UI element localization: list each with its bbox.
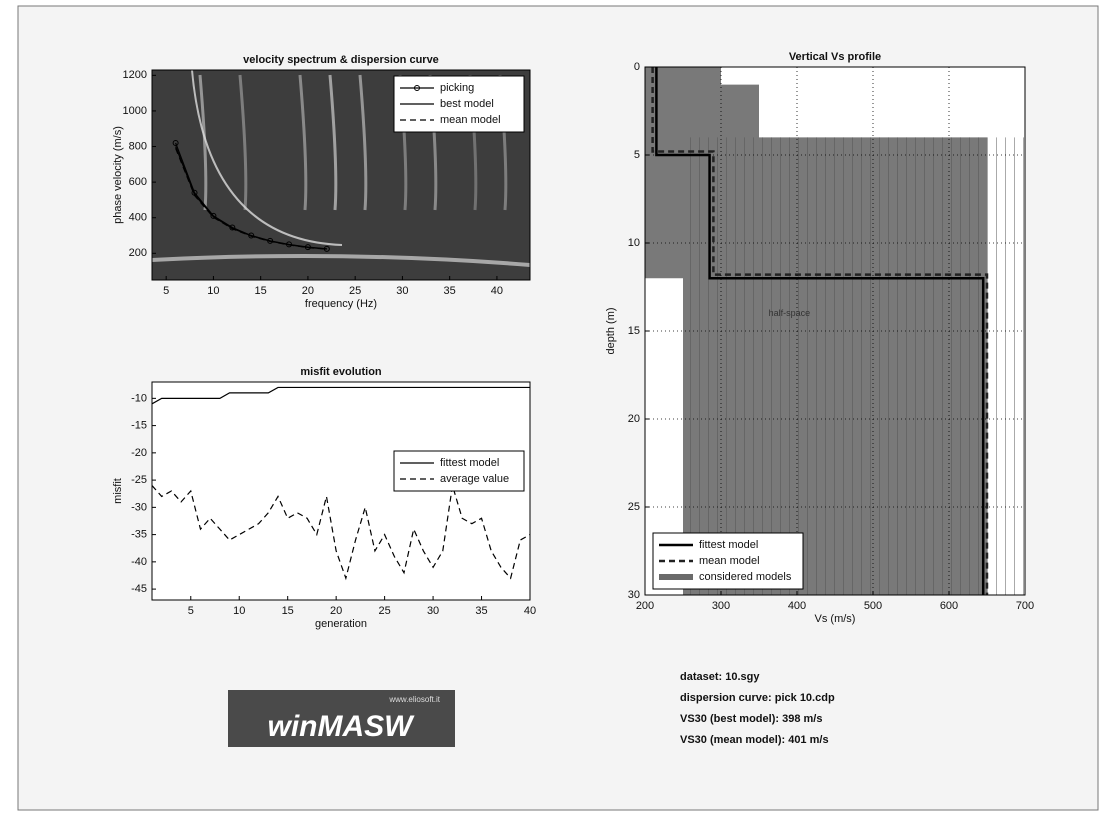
y-tick-label: -35 xyxy=(131,529,147,541)
y-tick-label: 0 xyxy=(634,61,640,73)
legend-swatch xyxy=(659,574,693,580)
series-line xyxy=(175,148,327,250)
x-tick-label: 15 xyxy=(282,605,294,617)
x-tick-label: 20 xyxy=(330,605,342,617)
logo-url: www.eliosoft.it xyxy=(388,695,440,704)
y-tick-label: -25 xyxy=(131,474,147,486)
axes-box xyxy=(151,69,531,281)
x-tick-label: 600 xyxy=(940,600,958,612)
x-tick-label: 30 xyxy=(396,285,408,297)
legend-label: fittest model xyxy=(440,457,499,469)
y-tick-label: 15 xyxy=(628,325,640,337)
legend-label: mean model xyxy=(699,555,760,567)
x-axis-label: Vs (m/s) xyxy=(815,613,856,625)
chart-title: Vertical Vs profile xyxy=(789,51,881,63)
spectrum-streak xyxy=(328,74,338,211)
x-tick-label: 40 xyxy=(524,605,536,617)
x-tick-label: 15 xyxy=(255,285,267,297)
x-tick-label: 25 xyxy=(349,285,361,297)
x-tick-label: 200 xyxy=(636,600,654,612)
legend-label: best model xyxy=(440,98,494,110)
plot-layer xyxy=(152,386,530,581)
y-tick-label: 600 xyxy=(129,176,147,188)
y-tick-label: 30 xyxy=(628,589,640,601)
spectrum-band xyxy=(152,254,530,267)
spectrum-streak xyxy=(198,74,208,211)
x-tick-label: 25 xyxy=(378,605,390,617)
x-tick-label: 40 xyxy=(491,285,503,297)
axes-box xyxy=(151,381,531,601)
model-envelope xyxy=(645,67,987,595)
y-tick-label: -45 xyxy=(131,583,147,595)
x-tick-label: 10 xyxy=(233,605,245,617)
spectrum-streak xyxy=(298,74,308,211)
x-axis-label: generation xyxy=(315,618,367,630)
y-tick-label: -10 xyxy=(131,392,147,404)
legend-label: picking xyxy=(440,82,474,94)
y-tick-label: 1200 xyxy=(123,69,147,81)
x-tick-label: 5 xyxy=(188,605,194,617)
y-axis-label: depth (m) xyxy=(605,307,617,354)
x-tick-label: 30 xyxy=(427,605,439,617)
y-tick-label: 200 xyxy=(129,247,147,259)
series-marker xyxy=(172,139,179,146)
series-marker xyxy=(210,212,217,219)
legend-label: fittest model xyxy=(699,539,758,551)
y-tick-label: 400 xyxy=(129,212,147,224)
x-tick-label: 300 xyxy=(712,600,730,612)
x-tick-label: 20 xyxy=(302,285,314,297)
legend-label: average value xyxy=(440,473,509,485)
y-tick-label: -40 xyxy=(131,556,147,568)
logo: www.eliosoft.it winMASW xyxy=(228,690,455,747)
spectrum-ridge xyxy=(191,70,343,246)
y-tick-label: -20 xyxy=(131,447,147,459)
chart-title: velocity spectrum & dispersion curve xyxy=(243,54,439,66)
x-tick-label: 700 xyxy=(1016,600,1034,612)
x-tick-label: 10 xyxy=(207,285,219,297)
chart-title: misfit evolution xyxy=(300,366,382,378)
series-line xyxy=(655,67,985,595)
x-tick-label: 35 xyxy=(444,285,456,297)
y-tick-label: -15 xyxy=(131,420,147,432)
legend-label: considered models xyxy=(699,571,792,583)
x-tick-label: 500 xyxy=(864,600,882,612)
spectrum-streak xyxy=(358,74,368,211)
y-tick-label: 1000 xyxy=(123,105,147,117)
info-line: dataset: 10.sgy xyxy=(680,671,760,683)
y-tick-label: 25 xyxy=(628,501,640,513)
series-line xyxy=(651,67,989,595)
axes-box xyxy=(644,66,1026,596)
y-tick-label: 5 xyxy=(634,149,640,161)
y-tick-label: 10 xyxy=(628,237,640,249)
y-tick-label: 800 xyxy=(129,140,147,152)
x-axis-label: frequency (Hz) xyxy=(305,298,377,310)
legend-marker xyxy=(414,85,420,91)
legend-box xyxy=(393,450,525,492)
series-line xyxy=(152,386,530,405)
spectrum-streak xyxy=(238,74,248,211)
logo-box xyxy=(228,690,455,747)
y-tick-label: -30 xyxy=(131,501,147,513)
info-line: VS30 (mean model): 401 m/s xyxy=(680,734,829,746)
y-tick-label: 20 xyxy=(628,413,640,425)
plot-layer xyxy=(645,67,1024,595)
legend-label: mean model xyxy=(440,114,501,126)
y-axis-label: phase velocity (m/s) xyxy=(112,126,124,224)
x-tick-label: 35 xyxy=(475,605,487,617)
annotation: half-space xyxy=(769,308,811,318)
info-line: VS30 (best model): 398 m/s xyxy=(680,713,822,725)
y-axis-label: misfit xyxy=(112,478,124,504)
x-tick-label: 5 xyxy=(163,285,169,297)
x-tick-label: 400 xyxy=(788,600,806,612)
info-line: dispersion curve: pick 10.cdp xyxy=(680,692,835,704)
logo-name: winMASW xyxy=(268,710,416,743)
